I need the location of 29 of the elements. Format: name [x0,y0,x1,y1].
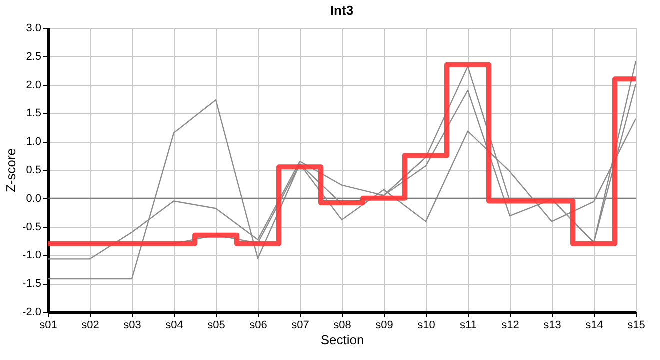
x-tick-label: s04 [166,320,184,332]
y-tick-label: 2.0 [26,79,42,92]
x-tick-label: s12 [502,320,520,332]
y-tick-label: -1.0 [22,250,42,262]
y-tick-label: 2.5 [26,50,42,63]
x-tick-label: s05 [208,320,226,332]
x-tick-label: s13 [544,320,562,332]
x-tick-label: s10 [418,320,436,332]
chart-title: Int3 [330,3,354,18]
y-tick-label: 0.5 [26,164,42,176]
y-tick-label: 3.0 [26,22,42,34]
x-tick-label: s02 [82,320,100,332]
x-axis-title: Section [320,332,364,348]
x-tick-label: s01 [40,320,58,332]
x-tick-label: s14 [586,320,604,332]
x-tick-label: s11 [460,320,477,332]
y-tick-label: 1.5 [26,108,42,120]
y-tick-label: -1.5 [22,278,42,290]
y-tick-label: 1.0 [26,136,42,148]
y-axis-title: Z-score [4,148,19,193]
x-tick-label: s15 [628,320,646,332]
y-tick-label: 0.0 [26,192,42,205]
y-tick-label: -0.5 [22,221,42,234]
y-tick-label: -2.0 [22,306,42,318]
x-tick-label: s08 [334,320,352,332]
x-tick-label: s07 [292,320,310,332]
x-tick-label: s03 [124,320,142,332]
x-tick-label: s09 [376,320,394,332]
x-tick-label: s06 [250,320,268,332]
